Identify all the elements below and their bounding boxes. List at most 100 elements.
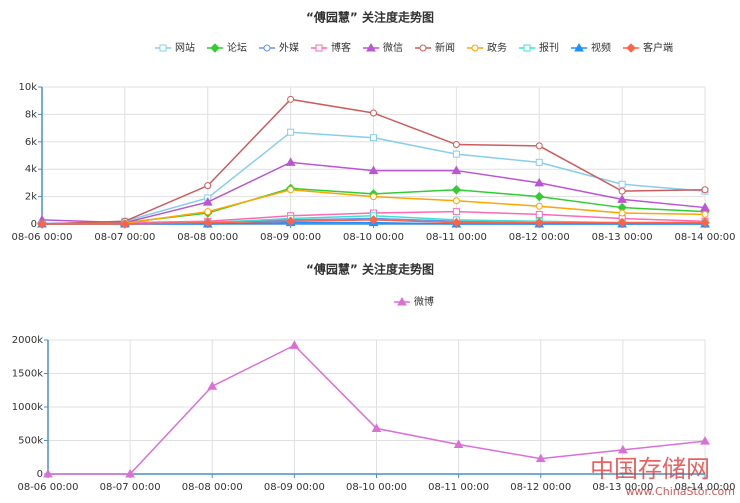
legend-label: 报刊 [539, 41, 559, 54]
legend-marker [315, 44, 323, 52]
legend-marker [366, 42, 376, 52]
point-marker [700, 436, 710, 445]
point-marker [204, 182, 212, 190]
legend-marker [210, 43, 220, 53]
y-tick-label: 1000k [12, 402, 43, 413]
x-tick-label: 08-14 00:00 [674, 232, 735, 243]
point-marker [368, 165, 379, 175]
x-tick-label: 08-07 00:00 [94, 232, 155, 243]
point-marker [617, 217, 627, 228]
y-tick-label: 8k [25, 109, 37, 120]
legend-marker [419, 44, 427, 52]
point-marker [451, 217, 462, 228]
y-tick-label: 2k [25, 192, 37, 203]
x-tick-label: 08-10 00:00 [346, 482, 407, 493]
y-tick-label: 4k [25, 164, 37, 175]
watermark-url: www.ChinaStor.com [626, 485, 735, 498]
x-tick-label: 08-08 00:00 [182, 482, 243, 493]
point-marker [618, 444, 628, 454]
plot: “傅园慧” 关注度走势图 0 500k 1000k 1500k 2000k 08-06 00… [12, 262, 736, 494]
y-tick-label: 2000k [12, 335, 43, 346]
y-tick-label: 10k [18, 82, 37, 93]
y-tick-label: 1500k [12, 369, 43, 380]
y-tick-label: 6k [25, 137, 37, 148]
x-tick-label: 08-09 00:00 [264, 482, 325, 493]
x-tick-label: 08-09 00:00 [260, 232, 321, 243]
point-marker [285, 157, 296, 166]
point-marker [371, 423, 382, 432]
point-marker [285, 216, 296, 226]
point-marker [207, 381, 218, 390]
point-marker [451, 185, 462, 195]
legend-label: 微信 [383, 41, 403, 54]
legend-label: 网站 [175, 41, 195, 54]
point-marker [451, 165, 462, 175]
x-tick-label: 08-14 00:00 [674, 482, 735, 493]
point-marker [453, 439, 464, 449]
point-marker [535, 202, 543, 210]
legend-label: 新闻 [435, 41, 455, 54]
point-marker [204, 208, 212, 216]
point-marker [452, 141, 460, 149]
x-tick-label: 08-13 00:00 [592, 232, 653, 243]
point-marker [700, 202, 710, 212]
legend-marker [523, 44, 531, 52]
legend-item: 博客 [311, 41, 351, 54]
x-tick-label: 08-12 00:00 [509, 232, 570, 243]
x-tick-label: 08-11 00:00 [426, 232, 487, 243]
point-marker [700, 217, 710, 228]
plot: “傅园慧” 关注度走势图 0 2k 4k 6k 8k 10k 08-06 00:00 08-07… [11, 10, 735, 244]
x-tick-label: 08-12 00:00 [510, 482, 571, 493]
point-marker [535, 453, 546, 463]
point-marker [370, 109, 377, 117]
point-marker [289, 340, 300, 349]
x-tick-label: 08-07 00:00 [100, 482, 161, 493]
point-marker [701, 186, 709, 194]
point-marker [287, 186, 295, 194]
legend-item: 客户端 [623, 41, 673, 54]
legend-item: 外媒 [259, 42, 299, 54]
x-tick-label: 08-11 00:00 [428, 482, 489, 493]
legend-item: 视频 [571, 41, 611, 54]
legend-item: 微博 [394, 295, 434, 308]
legend-item: 论坛 [207, 41, 247, 54]
point-marker [617, 194, 627, 203]
x-tick-label: 08-10 00:00 [343, 232, 404, 243]
legend-label: 视频 [591, 41, 611, 54]
legend-label: 微博 [414, 295, 434, 308]
point-marker [452, 208, 460, 216]
legend-label: 博客 [331, 41, 351, 54]
legend-item: 报刊 [519, 41, 559, 54]
y-tick-label: 500k [18, 436, 43, 447]
point-marker [287, 95, 295, 103]
point-marker [452, 197, 460, 205]
point-marker [618, 187, 626, 195]
point-marker [452, 150, 460, 158]
point-marker [43, 468, 53, 478]
legend-marker [471, 44, 479, 52]
point-marker [534, 217, 544, 228]
legend-item: 网站 [155, 41, 195, 54]
legend-item: 政务 [467, 41, 507, 54]
point-marker [368, 215, 379, 225]
legend-label: 外媒 [279, 42, 299, 54]
point-marker [618, 209, 626, 217]
x-tick-label: 08-08 00:00 [177, 232, 238, 243]
point-marker [287, 128, 295, 136]
point-marker [535, 210, 543, 218]
chart-title: “傅园慧” 关注度走势图 [306, 10, 434, 25]
x-tick-label: 08-13 00:00 [592, 482, 653, 493]
point-marker [203, 217, 213, 228]
y-tick-label: 0 [37, 469, 43, 480]
x-tick-label: 08-06 00:00 [11, 232, 72, 243]
legend-marker [263, 44, 271, 52]
point-marker [534, 191, 544, 202]
legend-item: 新闻 [415, 41, 455, 54]
legend-item: 微信 [363, 41, 403, 54]
y-tick-label: 0 [31, 219, 37, 230]
point-marker [125, 468, 135, 478]
x-tick-label: 08-06 00:00 [17, 482, 78, 493]
point-marker [534, 177, 545, 187]
